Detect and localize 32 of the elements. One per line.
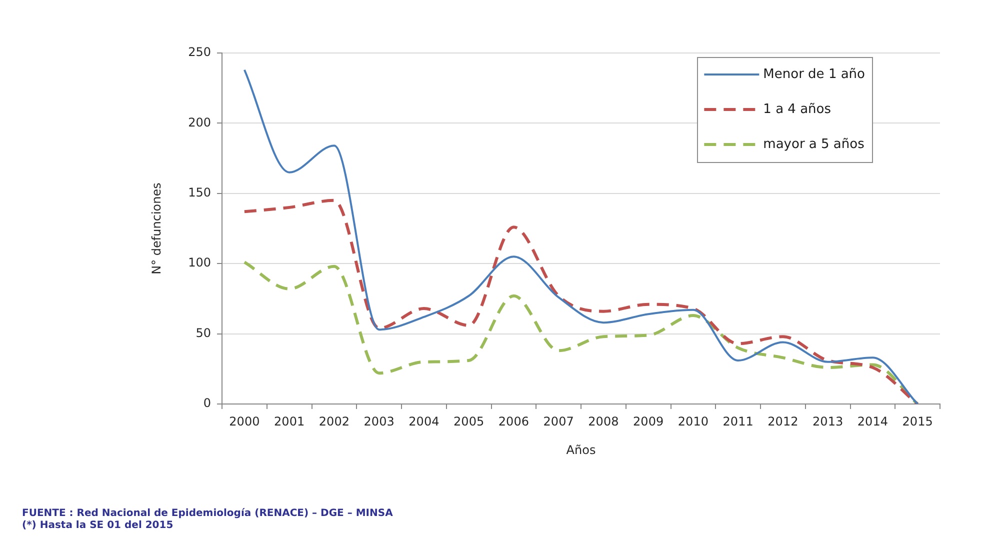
text: (*) Hasta la SE 01 del 2015 <box>22 520 174 532</box>
line-series <box>242 198 920 404</box>
x-tick-label: 2006 <box>498 414 529 428</box>
x-axis-title: Años <box>566 442 596 457</box>
y-tick-label: 100 <box>188 256 211 270</box>
x-tick-label: 2012 <box>768 414 798 428</box>
x-tick-label: 2002 <box>318 414 350 428</box>
line-series <box>243 68 919 404</box>
x-tick-label: 2010 <box>678 414 708 428</box>
x-tick-label: 2003 <box>364 414 394 428</box>
x-tick-label: 2000 <box>229 414 260 428</box>
legend-label: mayor a 5 años <box>763 136 865 152</box>
legend-label: Menor de 1 año <box>763 66 866 82</box>
x-tick-label: 2001 <box>274 414 305 428</box>
y-tick-label: 250 <box>188 45 211 60</box>
legend-label: 1 a 4 años <box>763 102 832 117</box>
x-tick-label: 2013 <box>812 414 844 428</box>
x-tick-label: 2005 <box>454 414 484 428</box>
x-tick-label: 2011 <box>722 414 754 428</box>
y-tick-label: 200 <box>188 115 211 130</box>
y-tick-label: 150 <box>188 186 211 200</box>
y-tick-label: 0 <box>203 396 211 410</box>
x-tick-label: 2015 <box>902 414 933 428</box>
x-tick-label: 2008 <box>588 414 619 428</box>
y-axis-title: N° defunciones <box>149 182 164 274</box>
line-series <box>242 260 920 404</box>
x-tick-label: 2014 <box>857 414 888 428</box>
y-tick-label: 50 <box>196 326 211 340</box>
x-tick-label: 2004 <box>408 414 440 428</box>
x-tick-label: 2009 <box>633 414 664 428</box>
x-tick-label: 2007 <box>543 414 574 428</box>
source-note: FUENTE : Red Nacional de Epidemiología (RENACE) – DGE – MINSA <box>22 508 393 520</box>
